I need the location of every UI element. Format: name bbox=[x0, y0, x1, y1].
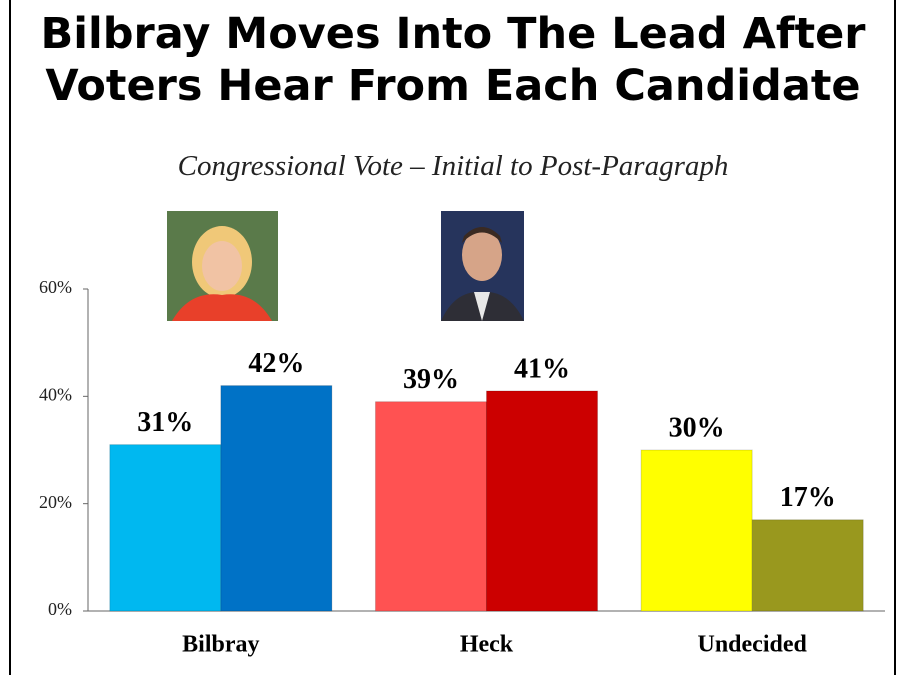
bar bbox=[109, 444, 222, 612]
photo-heck bbox=[441, 211, 524, 321]
photo-bilbray bbox=[167, 211, 278, 321]
value-label: 39% bbox=[403, 364, 459, 395]
bar bbox=[751, 519, 864, 612]
photo-hair bbox=[462, 227, 502, 243]
value-label: 31% bbox=[137, 407, 193, 438]
bar bbox=[640, 449, 753, 612]
value-label: 30% bbox=[669, 412, 725, 443]
frame bbox=[9, 0, 896, 675]
y-tick-label: 60% bbox=[39, 277, 72, 297]
chart-title: Bilbray Moves Into The Lead After Voters… bbox=[40, 9, 866, 111]
y-tick-label: 20% bbox=[39, 492, 72, 512]
photo-shirt bbox=[474, 292, 490, 321]
bar bbox=[374, 401, 487, 612]
value-label: 17% bbox=[780, 482, 836, 513]
x-tick-label: Bilbray bbox=[182, 632, 259, 658]
bar bbox=[220, 385, 333, 612]
photo-face bbox=[462, 229, 502, 281]
y-tick-label: 0% bbox=[48, 599, 72, 619]
y-tick-label: 40% bbox=[39, 384, 72, 404]
x-tick-label: Undecided bbox=[697, 632, 807, 658]
photo-face bbox=[202, 241, 242, 291]
chart-subtitle: Congressional Vote – Initial to Post-Par… bbox=[177, 150, 729, 182]
bar bbox=[486, 390, 599, 612]
value-label: 42% bbox=[248, 348, 304, 379]
x-tick-label: Heck bbox=[460, 632, 514, 658]
photo-jacket bbox=[172, 294, 272, 321]
value-label: 41% bbox=[514, 353, 570, 384]
